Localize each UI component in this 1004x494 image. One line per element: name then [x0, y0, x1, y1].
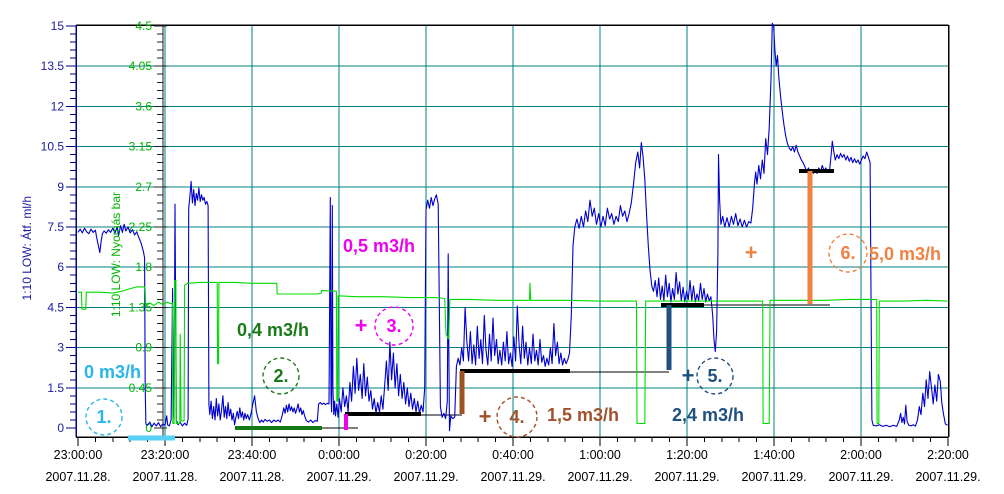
pressure-tick-label: 1.8 — [135, 260, 152, 274]
plot-frame — [75, 24, 950, 438]
pressure-tick-label: 0 — [145, 421, 152, 435]
pressure-tick-label: 0.45 — [129, 381, 153, 395]
date-tick-label: 2007.11.29. — [306, 470, 371, 484]
flow-tick-label: 4.5 — [47, 300, 64, 314]
date-tick-label: 2007.11.29. — [828, 470, 893, 484]
plus-sign: + — [479, 404, 492, 429]
time-tick-label: 0:00:00 — [318, 448, 360, 462]
date-tick-label: 2007.11.29. — [915, 470, 980, 484]
step-number: 4. — [509, 407, 524, 427]
flow-tick-label: 13.5 — [41, 59, 65, 73]
pressure-tick-label: 4.05 — [129, 59, 153, 73]
time-tick-label: 0:20:00 — [405, 448, 447, 462]
pressure-tick-label: 3.15 — [129, 140, 153, 154]
pressure-tick-label: 1.35 — [129, 300, 153, 314]
time-tick-label: 23:20:00 — [141, 448, 190, 462]
flow-series-line — [77, 22, 948, 432]
time-tick-label: 23:40:00 — [228, 448, 277, 462]
step-number-circle — [828, 233, 868, 273]
step-number-circle — [374, 306, 414, 346]
annotation-1: 1. 0 m3/h — [84, 362, 141, 436]
pressure-tick-label: 2.25 — [129, 220, 153, 234]
step-number-circle — [496, 396, 538, 438]
date-tick-label: 2007.11.29. — [567, 470, 632, 484]
plus-sign: + — [682, 363, 695, 388]
step-connectors — [343, 171, 813, 430]
flow-tick-label: 15 — [51, 19, 65, 33]
flow-rate-label: 5,0 m3/h — [869, 244, 941, 264]
date-tick-label: 2007.11.29. — [741, 470, 806, 484]
step-number-circle — [85, 398, 123, 436]
time-tick-label: 1:40:00 — [753, 448, 795, 462]
flow-tick-label: 6 — [57, 260, 64, 274]
annotation-2: 2. 0,4 m3/h — [237, 320, 309, 395]
time-tick-label: 2:00:00 — [840, 448, 882, 462]
annotation-5: 5. +2,4 m3/h — [672, 357, 744, 425]
annotation-3: 3. +0,5 m3/h — [343, 236, 415, 346]
pressure-axis-title: 1:10 LOW: Nyomás bar — [109, 192, 123, 318]
pressure-tick-label: 2.7 — [135, 180, 152, 194]
step-number: 2. — [273, 366, 288, 386]
step-badges: 1. 0 m3/h 2. 0,4 m3/h 3. +0,5 m3/h 4. + 1,5 m3/h… — [84, 233, 941, 438]
flow-axis: 0 1.5 3 4.5 6 7.5 9 10.5 12 13.5 15 — [41, 19, 76, 435]
flow-rate-label: 0 m3/h — [84, 362, 141, 382]
flow-tick-label: 10.5 — [41, 140, 65, 154]
pressure-tick-label: 3.6 — [135, 99, 152, 113]
pressure-tick-label: 4.5 — [135, 19, 152, 33]
flow-tick-label: 12 — [51, 99, 65, 113]
step-bars — [128, 169, 835, 441]
step-number: 1. — [96, 407, 111, 427]
flow-tick-label: 1.5 — [47, 381, 64, 395]
time-tick-label: 1:20:00 — [666, 448, 708, 462]
time-tick-label: 23:00:00 — [54, 448, 103, 462]
plus-sign: + — [355, 313, 368, 338]
flow-rate-label: 2,4 m3/h — [672, 405, 744, 425]
time-tick-label: 0:40:00 — [492, 448, 534, 462]
annotation-6: 6. + 5,0 m3/h — [745, 233, 941, 273]
step-number: 3. — [386, 316, 401, 336]
flow-tick-label: 9 — [57, 180, 64, 194]
step-number: 5. — [707, 366, 722, 386]
pressure-series-line — [78, 280, 948, 425]
time-tick-label: 1:00:00 — [579, 448, 621, 462]
date-tick-label: 2007.11.29. — [654, 470, 719, 484]
plus-sign: + — [745, 240, 758, 265]
flow-axis-title: 1:10 LOW: Átf. ml/h — [20, 196, 34, 301]
time-tick-label: 2:20:00 — [927, 448, 969, 462]
date-tick-label: 2007.11.29. — [480, 470, 545, 484]
step-number-circle — [262, 357, 300, 395]
step-number-circle — [696, 357, 734, 395]
flow-tick-label: 3 — [57, 341, 64, 355]
flow-tick-label: 7.5 — [47, 220, 64, 234]
step-number: 6. — [840, 243, 855, 263]
gridlines — [76, 25, 949, 437]
pressure-tick-label: 0.9 — [135, 341, 152, 355]
date-tick-label: 2007.11.29. — [393, 470, 458, 484]
time-axis: 23:00:00 2007.11.28. 23:20:00 2007.11.28. 23… — [45, 437, 981, 484]
date-tick-label: 2007.11.28. — [219, 470, 284, 484]
flow-tick-label: 0 — [57, 421, 64, 435]
flow-rate-label: 1,5 m3/h — [547, 405, 619, 425]
date-tick-label: 2007.11.28. — [45, 470, 110, 484]
flow-rate-label: 0,4 m3/h — [237, 320, 309, 340]
date-tick-label: 2007.11.28. — [132, 470, 197, 484]
annotation-4: 4. + 1,5 m3/h — [479, 396, 619, 438]
flow-rate-label: 0,5 m3/h — [343, 236, 415, 256]
pressure-axis: 0 0.45 0.9 1.35 1.8 2.25 2.7 3.15 3.6 4.05 4.5 — [129, 19, 167, 435]
